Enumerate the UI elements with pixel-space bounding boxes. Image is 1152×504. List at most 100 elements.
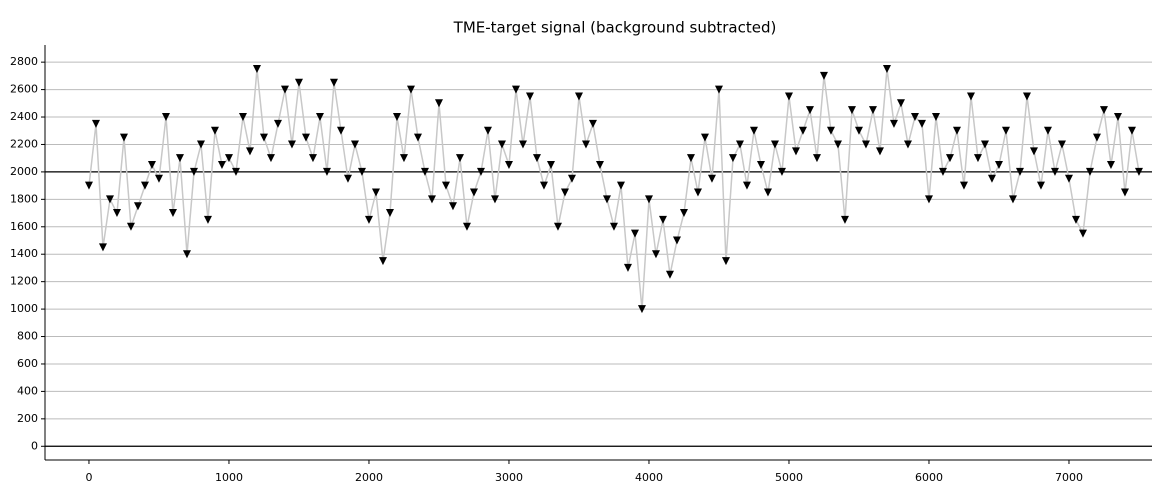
point [1120, 188, 1129, 197]
point [763, 188, 772, 197]
point [721, 257, 730, 266]
point [280, 85, 289, 94]
point [784, 92, 793, 101]
point [343, 174, 352, 183]
y-tick-label: 2800 [10, 55, 38, 68]
point [154, 174, 163, 183]
x-tick-label: 4000 [635, 471, 663, 484]
point [1113, 113, 1122, 122]
point [168, 209, 177, 218]
point [525, 92, 534, 101]
point [728, 154, 737, 163]
point [1127, 126, 1136, 135]
point [917, 119, 926, 128]
y-tick-label: 400 [17, 384, 38, 397]
point [105, 195, 114, 204]
point [861, 140, 870, 149]
point [266, 154, 275, 163]
point [882, 65, 891, 74]
point [623, 263, 632, 272]
series-line [88, 68, 1140, 310]
point [1085, 167, 1094, 176]
point [910, 113, 919, 122]
point [196, 140, 205, 149]
point [371, 188, 380, 197]
x-tick-label: 2000 [355, 471, 383, 484]
point [889, 119, 898, 128]
point [322, 167, 331, 176]
point [392, 113, 401, 122]
point [574, 92, 583, 101]
point [847, 106, 856, 115]
y-tick-label: 1400 [10, 247, 38, 260]
point [469, 188, 478, 197]
point [224, 154, 233, 163]
point [252, 65, 261, 74]
point [980, 140, 989, 149]
point [924, 195, 933, 204]
point [1057, 140, 1066, 149]
point [546, 161, 555, 170]
point [413, 133, 422, 142]
point [959, 181, 968, 190]
point [84, 181, 93, 190]
y-tick-label: 1200 [10, 275, 38, 288]
point [315, 113, 324, 122]
point [161, 113, 170, 122]
point [350, 140, 359, 149]
point [245, 147, 254, 156]
point [273, 119, 282, 128]
point [735, 140, 744, 149]
point [427, 195, 436, 204]
point [560, 188, 569, 197]
point [231, 167, 240, 176]
point [945, 154, 954, 163]
point [287, 140, 296, 149]
y-tick-label: 600 [17, 357, 38, 370]
point [119, 133, 128, 142]
point [686, 154, 695, 163]
point [1015, 167, 1024, 176]
point [875, 147, 884, 156]
point [147, 161, 156, 170]
point [1071, 215, 1080, 224]
y-tick-label: 1000 [10, 302, 38, 315]
point [651, 250, 660, 259]
point [399, 154, 408, 163]
point [140, 181, 149, 190]
point [777, 167, 786, 176]
y-tick-label: 2000 [10, 165, 38, 178]
point [1036, 181, 1045, 190]
point [175, 154, 184, 163]
y-tick-label: 2600 [10, 83, 38, 96]
point [497, 140, 506, 149]
point [770, 140, 779, 149]
x-tick-label: 7000 [1055, 471, 1083, 484]
point [294, 78, 303, 87]
y-tick-label: 0 [31, 439, 38, 452]
point [1029, 147, 1038, 156]
point [385, 209, 394, 218]
y-tick-label: 200 [17, 412, 38, 425]
point [378, 257, 387, 266]
point [1008, 195, 1017, 204]
point [203, 215, 212, 224]
point [644, 195, 653, 204]
point [336, 126, 345, 135]
point [693, 188, 702, 197]
x-tick-label: 1000 [215, 471, 243, 484]
point [973, 154, 982, 163]
point [672, 236, 681, 245]
point [448, 202, 457, 211]
point [1134, 167, 1143, 176]
point [1001, 126, 1010, 135]
point [1043, 126, 1052, 135]
point [826, 126, 835, 135]
point [833, 140, 842, 149]
point [518, 140, 527, 149]
point [476, 167, 485, 176]
point [658, 215, 667, 224]
point [490, 195, 499, 204]
point [301, 133, 310, 142]
point [749, 126, 758, 135]
